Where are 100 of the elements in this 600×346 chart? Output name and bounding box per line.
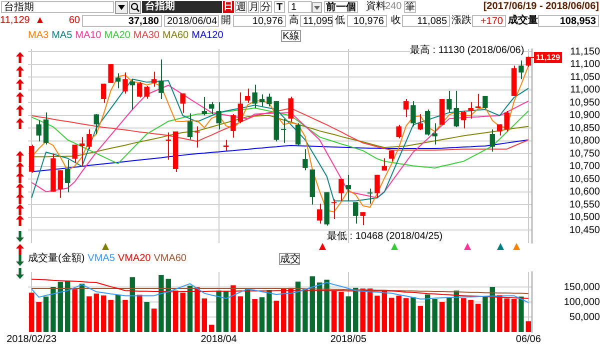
bar xyxy=(259,297,265,332)
bar xyxy=(454,290,459,332)
y-tick-label: 10,750 xyxy=(569,148,600,160)
bar xyxy=(432,299,438,332)
bar xyxy=(151,308,157,332)
text: MA20 xyxy=(104,30,130,41)
bar xyxy=(202,298,207,332)
text: VMA60 xyxy=(154,253,186,264)
text: 37,180 xyxy=(82,15,162,27)
text: 高 xyxy=(288,15,300,27)
bar xyxy=(101,295,106,332)
y-tick-label: 10,800 xyxy=(569,136,600,147)
text: 2018/06/04 xyxy=(164,15,219,27)
text: 11,085 xyxy=(402,15,450,27)
bar xyxy=(122,300,128,332)
bar xyxy=(65,280,70,332)
bar xyxy=(58,282,63,332)
text: 漲跌 xyxy=(451,15,472,27)
bar xyxy=(144,302,150,332)
bar xyxy=(346,296,351,332)
y-tick-label: 50,000 xyxy=(569,312,600,323)
x-tick-label: 06/06 xyxy=(516,334,542,345)
candlestick xyxy=(72,144,78,164)
bar xyxy=(223,291,229,332)
y-tick-label: 10,600 xyxy=(569,186,600,198)
text: 11,095 xyxy=(300,15,333,27)
bar xyxy=(389,298,394,332)
text: 週 xyxy=(235,1,247,13)
bar xyxy=(302,289,308,332)
bar xyxy=(374,296,380,332)
y-tick-label: 10,500 xyxy=(569,212,600,224)
text: 開 xyxy=(220,15,232,27)
bar xyxy=(166,278,171,332)
bar xyxy=(29,292,34,332)
text: MA120 xyxy=(192,30,224,41)
bar xyxy=(72,289,78,332)
text: T xyxy=(274,1,285,13)
bar xyxy=(295,282,301,332)
text: MA60 xyxy=(162,30,189,41)
bar xyxy=(353,288,358,332)
annotation: 最高 : 11130 (2018/06/06) xyxy=(410,45,524,57)
text: MA10 xyxy=(75,30,102,41)
bar xyxy=(403,298,409,332)
y-tick-label: 11,000 xyxy=(570,84,600,96)
bar xyxy=(36,302,42,332)
bar xyxy=(396,296,402,332)
y-tick-label: 11,050 xyxy=(570,72,600,83)
bar xyxy=(130,277,135,332)
text: MA5 xyxy=(52,30,72,41)
bar xyxy=(86,296,92,332)
bar xyxy=(310,276,315,332)
text: 前一個 xyxy=(324,1,358,13)
bar xyxy=(108,300,114,332)
ref-line-label: 11,129 xyxy=(536,53,561,62)
text: 台指期 xyxy=(142,1,222,13)
text: 收 xyxy=(390,15,402,27)
text: 60 xyxy=(68,15,80,27)
bar xyxy=(439,302,445,332)
text: 筆 xyxy=(404,1,416,13)
bar xyxy=(115,294,121,332)
y-tick-label: 10,450 xyxy=(569,224,600,236)
text: 1 xyxy=(288,1,312,13)
x-tick-label: 2018/02/23 xyxy=(6,334,58,345)
text: 10,976 xyxy=(233,15,286,27)
bar xyxy=(475,304,481,332)
bar xyxy=(43,296,49,332)
text: MA3 xyxy=(28,30,49,41)
bar xyxy=(94,294,99,332)
y-tick-label: 10,900 xyxy=(569,110,600,122)
text: K線 xyxy=(281,30,301,42)
bar xyxy=(468,300,474,332)
y-tick-label: 10,850 xyxy=(569,122,600,134)
text: VMA20 xyxy=(118,253,151,264)
text: 日 xyxy=(223,1,234,13)
y-tick-label: 11,100 xyxy=(570,59,600,70)
bar xyxy=(317,282,322,332)
bar xyxy=(446,298,452,332)
bar xyxy=(490,287,495,332)
bar xyxy=(526,321,531,332)
text: 分 xyxy=(260,1,272,13)
candlestick xyxy=(360,212,366,226)
text: 11,129 xyxy=(0,15,31,27)
bar xyxy=(187,286,193,332)
y-tick-label: 10,550 xyxy=(569,199,600,210)
bar xyxy=(425,294,430,332)
bar xyxy=(137,294,142,332)
candlestick xyxy=(432,122,438,145)
text: 低 xyxy=(334,15,346,27)
bar xyxy=(158,275,164,332)
bar xyxy=(518,296,524,332)
y-tick-label: 10,650 xyxy=(569,174,600,185)
text: 成交量 xyxy=(508,15,538,27)
x-tick-label: 2018/04 xyxy=(200,334,238,345)
text: 成交 xyxy=(279,253,300,265)
y-tick-label: 100,000 xyxy=(564,296,600,308)
y-tick-label: 10,700 xyxy=(569,161,600,172)
y-tick-label: 150,000 xyxy=(564,282,600,293)
text: 108,953 xyxy=(538,15,599,27)
bar xyxy=(482,296,488,332)
text: 10,976 xyxy=(347,15,387,27)
